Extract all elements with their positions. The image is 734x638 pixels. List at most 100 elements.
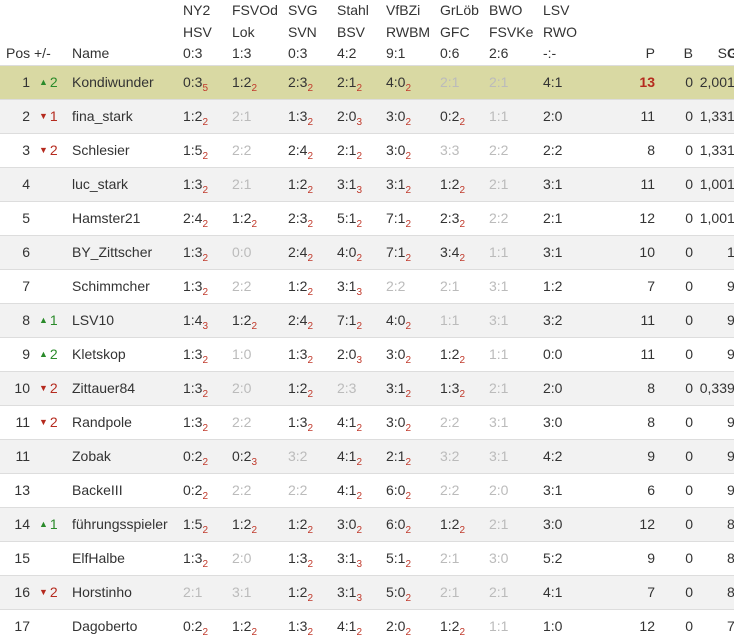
tip-cell[interactable]: 5:02 xyxy=(386,574,440,609)
table-row[interactable]: 3 ▼ 2 Schlesier 1:52 2:2 2:42 2:12 3:02 3:3 2:2 2:2… xyxy=(0,132,734,167)
header-p[interactable]: P xyxy=(620,0,655,65)
tip-cell[interactable]: 2:2 xyxy=(288,472,337,507)
player-name[interactable]: Randpole xyxy=(72,404,183,439)
tip-cell[interactable]: 3:2 xyxy=(440,438,489,473)
header-name[interactable]: Name xyxy=(72,0,183,65)
tip-cell[interactable]: 2:1 xyxy=(440,268,489,303)
player-name[interactable]: Schimmcher xyxy=(72,268,183,303)
tip-cell[interactable]: 1:1 xyxy=(489,336,543,371)
tip-cell[interactable]: 7:12 xyxy=(337,302,386,337)
match-header[interactable]: SVG SVN 0:3 xyxy=(288,0,337,65)
tip-cell[interactable]: 1:22 xyxy=(440,506,489,541)
tip-cell[interactable]: 0:35 xyxy=(183,64,232,99)
tip-cell[interactable]: 2:42 xyxy=(288,132,337,167)
tip-cell[interactable]: 1:32 xyxy=(288,98,337,133)
tip-cell[interactable]: 2:1 xyxy=(543,200,595,235)
player-name[interactable]: Zittauer84 xyxy=(72,370,183,405)
tip-cell[interactable]: 2:2 xyxy=(232,404,288,439)
tip-cell[interactable]: 2:03 xyxy=(337,98,386,133)
tip-cell[interactable]: 3:1 xyxy=(489,268,543,303)
header-s[interactable]: S xyxy=(693,0,727,65)
tip-cell[interactable]: 3:12 xyxy=(386,166,440,201)
match-header[interactable]: VfBZi RWBM 9:1 xyxy=(386,0,440,65)
table-row[interactable]: 7 Schimmcher 1:32 2:2 1:22 3:13 2:2 2:1 3:1 1:2 7 0… xyxy=(0,268,734,303)
tip-cell[interactable]: 3:0 xyxy=(543,506,595,541)
tip-cell[interactable]: 2:2 xyxy=(386,268,440,303)
tip-cell[interactable]: 2:32 xyxy=(440,200,489,235)
tip-cell[interactable]: 0:22 xyxy=(183,608,232,638)
table-row[interactable]: 6 BY_Zittscher 1:32 0:0 2:42 4:02 7:12 3:42 1:1 3… xyxy=(0,234,734,269)
tip-cell[interactable]: 4:2 xyxy=(543,438,595,473)
tip-cell[interactable]: 1:1 xyxy=(489,608,543,638)
tip-cell[interactable]: 3:1 xyxy=(543,234,595,269)
tip-cell[interactable]: 1:0 xyxy=(543,608,595,638)
tip-cell[interactable]: 3:0 xyxy=(489,540,543,575)
tip-cell[interactable]: 2:12 xyxy=(337,64,386,99)
tip-cell[interactable]: 2:2 xyxy=(489,200,543,235)
tip-cell[interactable]: 2:2 xyxy=(440,472,489,507)
tip-cell[interactable]: 2:0 xyxy=(543,370,595,405)
tip-cell[interactable]: 2:0 xyxy=(489,472,543,507)
tip-cell[interactable]: 1:22 xyxy=(288,574,337,609)
tip-cell[interactable]: 4:12 xyxy=(337,404,386,439)
tip-cell[interactable]: 3:02 xyxy=(386,98,440,133)
player-name[interactable]: Zobak xyxy=(72,438,183,473)
tip-cell[interactable]: 2:12 xyxy=(337,132,386,167)
player-name[interactable]: führungsspieler xyxy=(72,506,183,541)
tip-cell[interactable]: 2:2 xyxy=(543,132,595,167)
table-row[interactable]: 2 ▼ 1 fina_stark 1:22 2:1 1:32 2:03 3:02 0:22 1:1 2… xyxy=(0,98,734,133)
tip-cell[interactable]: 1:22 xyxy=(183,98,232,133)
tip-cell[interactable]: 4:1 xyxy=(543,64,595,99)
tip-cell[interactable]: 2:42 xyxy=(183,200,232,235)
tip-cell[interactable]: 3:02 xyxy=(337,506,386,541)
table-row[interactable]: 10 ▼ 2 Zittauer84 1:32 2:0 1:22 2:3 3:12 1:32 2:1 2… xyxy=(0,370,734,405)
player-name[interactable]: Dagoberto xyxy=(72,608,183,638)
tip-cell[interactable]: 3:2 xyxy=(543,302,595,337)
tip-cell[interactable]: 7:12 xyxy=(386,234,440,269)
match-header[interactable]: LSV RWO -:- xyxy=(543,0,595,65)
tip-cell[interactable]: 3:13 xyxy=(337,166,386,201)
tip-cell[interactable]: 4:02 xyxy=(337,234,386,269)
player-name[interactable]: Kletskop xyxy=(72,336,183,371)
match-header[interactable]: GrLöb GFC 0:6 xyxy=(440,0,489,65)
tip-cell[interactable]: 3:13 xyxy=(337,540,386,575)
tip-cell[interactable]: 1:22 xyxy=(288,506,337,541)
tip-cell[interactable]: 3:1 xyxy=(543,472,595,507)
tip-cell[interactable]: 0:0 xyxy=(543,336,595,371)
tip-cell[interactable]: 1:52 xyxy=(183,132,232,167)
match-header[interactable]: FSVOd Lok 1:3 xyxy=(232,0,288,65)
player-name[interactable]: luc_stark xyxy=(72,166,183,201)
header-diff[interactable]: +/- xyxy=(34,0,72,65)
tip-cell[interactable]: 0:22 xyxy=(183,438,232,473)
tip-cell[interactable]: 3:02 xyxy=(386,404,440,439)
header-g[interactable]: G xyxy=(727,0,734,65)
player-name[interactable]: ElfHalbe xyxy=(72,540,183,575)
tip-cell[interactable]: 3:02 xyxy=(386,336,440,371)
tip-cell[interactable]: 4:12 xyxy=(337,608,386,638)
tip-cell[interactable]: 2:0 xyxy=(232,540,288,575)
player-name[interactable]: BackeIII xyxy=(72,472,183,507)
tip-cell[interactable]: 3:1 xyxy=(543,166,595,201)
tip-cell[interactable]: 3:13 xyxy=(337,268,386,303)
tip-cell[interactable]: 1:32 xyxy=(183,540,232,575)
tip-cell[interactable]: 2:2 xyxy=(232,268,288,303)
player-name[interactable]: Schlesier xyxy=(72,132,183,167)
tip-cell[interactable]: 1:22 xyxy=(440,336,489,371)
tip-cell[interactable]: 5:12 xyxy=(337,200,386,235)
tip-cell[interactable]: 4:12 xyxy=(337,438,386,473)
tip-cell[interactable]: 1:32 xyxy=(288,608,337,638)
tip-cell[interactable]: 2:32 xyxy=(288,64,337,99)
player-name[interactable]: Kondiwunder xyxy=(72,64,183,99)
tip-cell[interactable]: 2:42 xyxy=(288,302,337,337)
tip-cell[interactable]: 1:1 xyxy=(440,302,489,337)
tip-cell[interactable]: 1:22 xyxy=(232,302,288,337)
tip-cell[interactable]: 1:22 xyxy=(440,166,489,201)
tip-cell[interactable]: 2:12 xyxy=(386,438,440,473)
tip-cell[interactable]: 1:22 xyxy=(232,506,288,541)
tip-cell[interactable]: 2:02 xyxy=(386,608,440,638)
tip-cell[interactable]: 1:32 xyxy=(183,370,232,405)
tip-cell[interactable]: 1:2 xyxy=(543,268,595,303)
tip-cell[interactable]: 2:03 xyxy=(337,336,386,371)
tip-cell[interactable]: 2:2 xyxy=(489,132,543,167)
